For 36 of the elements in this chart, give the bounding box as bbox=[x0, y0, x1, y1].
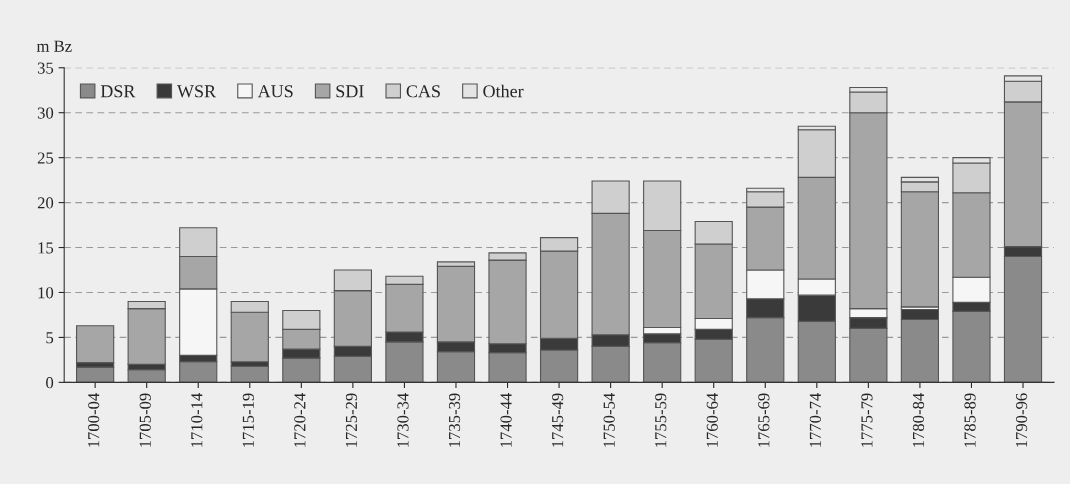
legend-label: WSR bbox=[176, 85, 217, 98]
y-tick-label: 5 bbox=[46, 332, 54, 344]
y-tick-label: 25 bbox=[37, 152, 54, 164]
x-tick-label: 1750-54 bbox=[603, 393, 615, 447]
x-tick-label: 1745-49 bbox=[552, 393, 564, 447]
y-tick-label: 35 bbox=[37, 62, 54, 74]
y-tick-label: 30 bbox=[37, 107, 54, 119]
legend-label: CAS bbox=[406, 85, 440, 98]
x-tick-label: 1735-39 bbox=[448, 393, 461, 447]
legend-label: DSR bbox=[100, 85, 136, 98]
x-tick-label: 1770-74 bbox=[809, 393, 821, 447]
x-tick-label: 1775-79 bbox=[861, 393, 873, 447]
x-tick-label: 1715-19 bbox=[242, 393, 254, 447]
x-tick-label: 1760-64 bbox=[706, 393, 718, 447]
x-tick-label: 1755-59 bbox=[655, 393, 667, 447]
x-tick-label: 1700-04 bbox=[88, 393, 100, 447]
x-tick-label: 1785-89 bbox=[964, 393, 976, 447]
bar bbox=[127, 369, 166, 383]
x-tick-label: 1720-24 bbox=[294, 393, 306, 447]
x-tick-label: 1710-14 bbox=[191, 393, 203, 447]
y-tick-label: 20 bbox=[37, 197, 54, 209]
x-tick-label: 1740-44 bbox=[500, 393, 512, 447]
x-tick-label: 1705-09 bbox=[139, 393, 151, 447]
legend-label: Other bbox=[483, 84, 524, 98]
y-axis-title: m Bz bbox=[36, 40, 72, 52]
x-tick-label: 1725-29 bbox=[345, 393, 358, 447]
x-tick-label: 1790-96 bbox=[1015, 393, 1028, 447]
y-tick-label: 0 bbox=[46, 377, 54, 389]
x-tick-label: 1765-69 bbox=[758, 393, 770, 447]
y-tick-label: 15 bbox=[38, 242, 54, 254]
x-tick-label: 1780-84 bbox=[912, 393, 925, 447]
y-tick-label: 10 bbox=[38, 287, 54, 299]
bar bbox=[76, 325, 115, 364]
legend-label: SDI bbox=[336, 85, 364, 98]
legend-label: AUS bbox=[257, 85, 293, 98]
x-tick-label: 1730-34 bbox=[397, 393, 409, 447]
